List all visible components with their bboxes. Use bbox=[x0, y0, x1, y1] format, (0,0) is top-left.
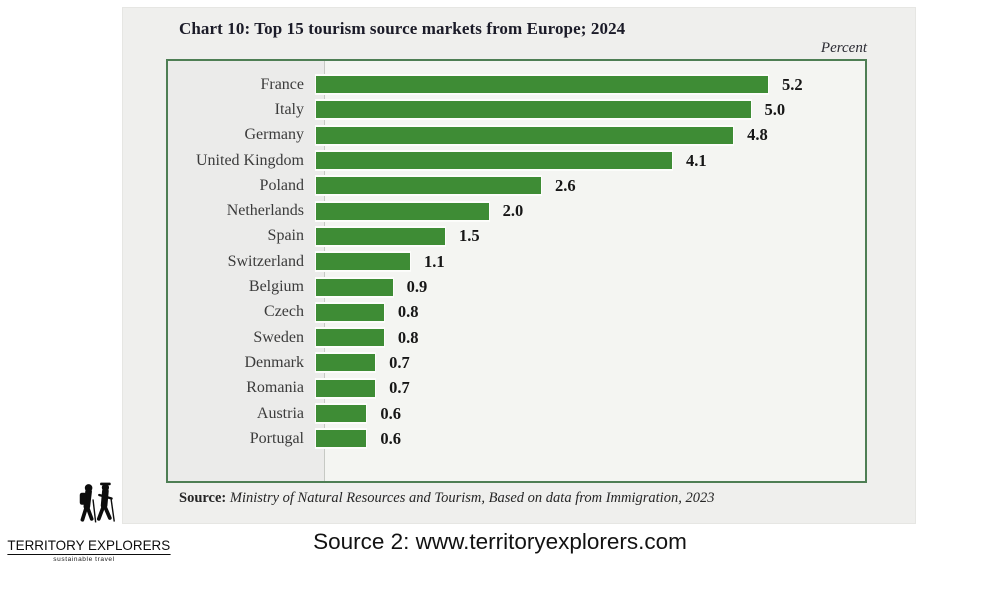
bar-value-label: 0.8 bbox=[397, 327, 419, 347]
category-label: Sweden bbox=[253, 328, 304, 346]
bar-value-label: 4.1 bbox=[685, 150, 707, 170]
bar-track: 5.2 bbox=[314, 72, 865, 97]
bar bbox=[315, 252, 412, 272]
bar bbox=[315, 277, 394, 297]
category-label: Poland bbox=[259, 176, 304, 194]
bar-value-label: 0.7 bbox=[389, 378, 410, 398]
bar-value-label: 5.0 bbox=[764, 99, 786, 119]
bar-track: 1.1 bbox=[314, 249, 865, 274]
chart-panel: Chart 10: Top 15 tourism source markets … bbox=[122, 7, 916, 524]
category-label: Portugal bbox=[249, 429, 304, 447]
bar bbox=[315, 125, 735, 145]
bar-value-label: 0.9 bbox=[406, 277, 428, 297]
bar-value-label: 1.5 bbox=[458, 226, 480, 246]
bar-row: United Kingdom 4.1 bbox=[168, 148, 865, 173]
category-label: United Kingdom bbox=[196, 151, 304, 169]
bar-row: Switzerland 1.1 bbox=[168, 249, 865, 274]
bar-row: Belgium 0.9 bbox=[168, 274, 865, 299]
bar bbox=[315, 328, 385, 348]
bar bbox=[315, 100, 752, 120]
bar-value-label: 5.2 bbox=[782, 74, 803, 94]
bar-track: 0.8 bbox=[314, 325, 865, 350]
category-label: Spain bbox=[267, 227, 304, 245]
bar bbox=[315, 176, 542, 196]
category-label: Denmark bbox=[244, 353, 304, 371]
bar-row: Romania 0.7 bbox=[168, 376, 865, 401]
bar-row: Sweden 0.8 bbox=[168, 325, 865, 350]
bar-row: Germany 4.8 bbox=[168, 123, 865, 148]
bar-rows: France 5.2 Italy 5.0 Germany 4.8 United Kingdo… bbox=[168, 72, 865, 451]
category-label: Switzerland bbox=[227, 252, 304, 270]
bar-value-label: 2.0 bbox=[502, 201, 524, 221]
axis-unit-label: Percent bbox=[820, 40, 867, 56]
bar-value-label: 0.7 bbox=[389, 352, 410, 372]
category-label: Germany bbox=[244, 126, 304, 144]
bar bbox=[315, 226, 446, 246]
logo-name: TERRITORY EXPLORERS bbox=[7, 537, 171, 555]
bar-track: 0.7 bbox=[314, 350, 865, 375]
plot-area: France 5.2 Italy 5.0 Germany 4.8 United Kingdo… bbox=[166, 59, 867, 483]
bar-track: 1.5 bbox=[314, 224, 865, 249]
image-caption: Source 2: www.territoryexplorers.com bbox=[313, 529, 687, 554]
bar-value-label: 0.8 bbox=[397, 302, 419, 322]
bar-row: Italy 5.0 bbox=[168, 97, 865, 122]
bar-row: Poland 2.6 bbox=[168, 173, 865, 198]
chart-title: Chart 10: Top 15 tourism source markets … bbox=[179, 19, 626, 38]
bar-value-label: 1.1 bbox=[424, 251, 445, 271]
source-note-text: Ministry of Natural Resources and Touris… bbox=[226, 490, 715, 506]
bar-track: 4.8 bbox=[314, 123, 865, 148]
category-label: France bbox=[260, 75, 304, 93]
source-note-prefix: Source: bbox=[179, 490, 227, 506]
bar bbox=[315, 151, 673, 171]
bar-row: Netherlands 2.0 bbox=[168, 198, 865, 223]
bar-track: 0.9 bbox=[314, 274, 865, 299]
bar-track: 5.0 bbox=[314, 97, 865, 122]
bar bbox=[315, 201, 490, 221]
bar bbox=[315, 404, 368, 423]
category-label: Netherlands bbox=[226, 202, 304, 220]
bar-track: 0.6 bbox=[314, 401, 865, 426]
bar-row: Austria 0.6 bbox=[168, 401, 865, 426]
logo-tagline: sustainable travel bbox=[53, 556, 115, 563]
chart-source-note: Source: Ministry of Natural Resources an… bbox=[179, 490, 714, 507]
bar-value-label: 0.6 bbox=[380, 403, 401, 423]
bar-track: 0.6 bbox=[314, 426, 865, 451]
bar bbox=[315, 353, 377, 373]
bar bbox=[315, 75, 769, 95]
bar-row: France 5.2 bbox=[168, 72, 865, 97]
territory-explorers-logo: TERRITORY EXPLORERS sustainable travel bbox=[4, 481, 171, 563]
bar-row: Denmark 0.7 bbox=[168, 350, 865, 375]
bar-value-label: 4.8 bbox=[747, 125, 768, 145]
category-label: Italy bbox=[274, 100, 304, 118]
bar-track: 2.6 bbox=[314, 173, 865, 198]
bar-track: 0.7 bbox=[314, 376, 865, 401]
bar bbox=[315, 429, 368, 449]
bar-value-label: 0.6 bbox=[380, 428, 401, 448]
bar bbox=[315, 378, 377, 398]
category-label: Czech bbox=[264, 303, 304, 321]
bar-track: 0.8 bbox=[314, 300, 865, 325]
bar-row: Portugal 0.6 bbox=[168, 426, 865, 451]
hikers-icon bbox=[79, 482, 115, 523]
category-label: Austria bbox=[256, 404, 304, 422]
category-label: Romania bbox=[246, 379, 304, 397]
bar-track: 2.0 bbox=[314, 198, 865, 223]
bar-track: 4.1 bbox=[314, 148, 865, 173]
bar-row: Czech 0.8 bbox=[168, 300, 865, 325]
bar bbox=[315, 302, 385, 322]
bar-value-label: 2.6 bbox=[555, 175, 576, 195]
bar-row: Spain 1.5 bbox=[168, 224, 865, 249]
category-label: Belgium bbox=[248, 278, 304, 296]
